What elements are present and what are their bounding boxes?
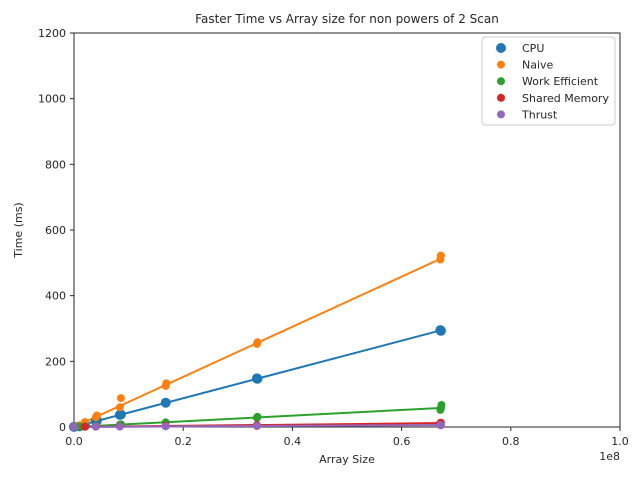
y-axis-label: Time (ms) [12, 202, 25, 258]
thrust-point [161, 422, 170, 431]
x-tick-label: 0.4 [284, 435, 302, 448]
naive-point [116, 394, 125, 403]
work-efficient-point [253, 412, 262, 421]
legend-label-cpu: CPU [522, 42, 544, 55]
y-tick-label: 400 [45, 290, 66, 303]
y-tick-label: 1000 [38, 93, 66, 106]
thrust-point [115, 422, 124, 431]
chart-title: Faster Time vs Array size for non powers… [195, 12, 499, 26]
thrust-point [70, 422, 78, 431]
y-axis-ticks: 0 200 400 600 800 1000 1200 [38, 27, 74, 434]
legend-box [481, 36, 616, 126]
shared-memory-point [80, 422, 89, 431]
x-tick-label: 1.0 [611, 435, 629, 448]
naive-point [162, 379, 171, 388]
naive-point [253, 338, 262, 347]
naive-point [92, 411, 101, 420]
y-tick-label: 1200 [38, 27, 66, 40]
x-tick-label: 0.0 [65, 435, 83, 448]
y-tick-label: 200 [45, 355, 66, 368]
work-efficient-point [437, 401, 446, 410]
legend-label-thrust: Thrust [521, 108, 558, 121]
naive-point [436, 251, 445, 260]
cpu-point [160, 397, 171, 408]
thrust-point [436, 421, 445, 430]
legend: CPU Naive Work Efficient Shared Memory Thrus… [481, 36, 616, 126]
data-points [69, 251, 446, 432]
legend-marker-shared-memory [497, 93, 505, 102]
cpu-point [115, 409, 126, 420]
thrust-point [91, 422, 100, 431]
cpu-point [435, 325, 446, 336]
thrust-point [252, 422, 261, 431]
legend-label-work-efficient: Work Efficient [522, 75, 599, 88]
x-axis-offset-label: 1e8 [599, 450, 620, 463]
legend-label-shared-memory: Shared Memory [522, 92, 609, 105]
x-axis-label: Array Size [319, 453, 375, 466]
x-tick-label: 0.6 [393, 435, 411, 448]
cpu-point [252, 373, 263, 384]
y-tick-label: 600 [45, 224, 66, 237]
y-tick-label: 800 [45, 158, 66, 171]
y-tick-label: 0 [59, 421, 66, 434]
legend-marker-cpu [496, 43, 506, 53]
legend-label-naive: Naive [522, 59, 554, 72]
legend-marker-work-efficient [497, 77, 505, 86]
x-tick-label: 0.8 [502, 435, 520, 448]
naive-point [115, 403, 124, 412]
x-axis-ticks: 0.0 0.2 0.4 0.6 0.8 1.0 [65, 427, 629, 448]
legend-marker-thrust [497, 110, 505, 119]
legend-marker-naive [497, 60, 505, 69]
x-tick-label: 0.2 [174, 435, 192, 448]
